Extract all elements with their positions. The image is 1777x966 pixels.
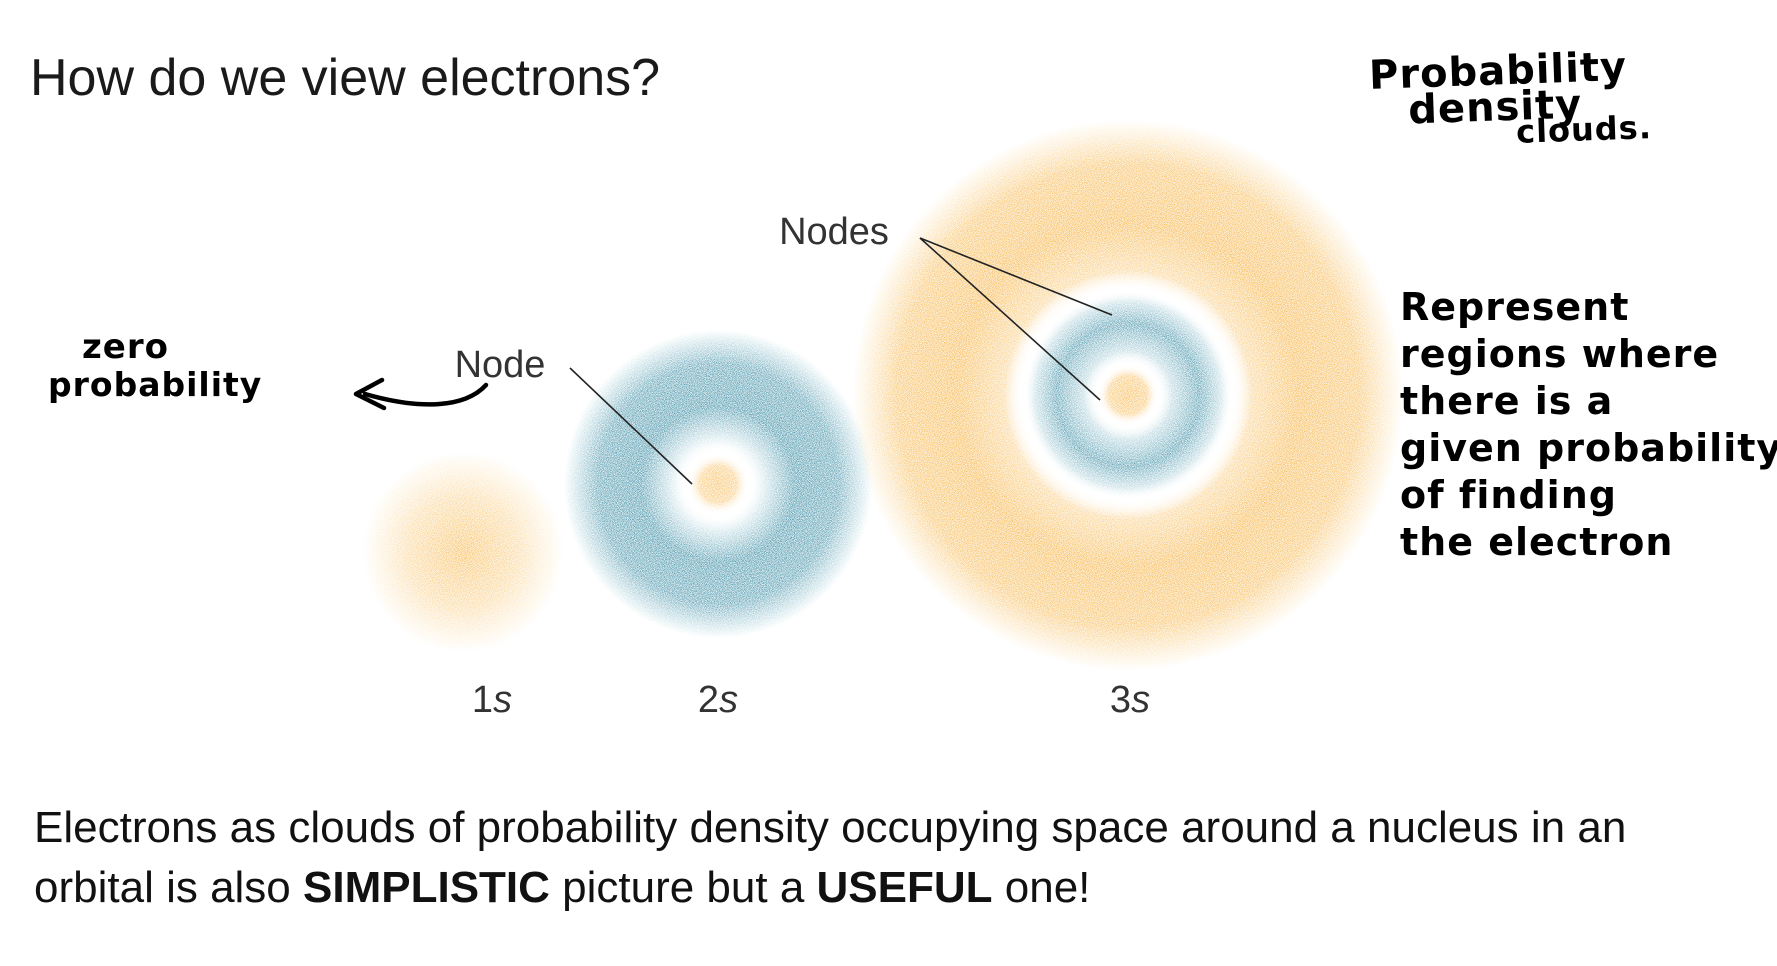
caption-emphasis-simplistic: SIMPLISTIC [303,863,550,912]
caption-text: Electrons as clouds of probability densi… [34,803,1627,912]
annotation-line: of finding [1400,473,1617,517]
annotation-represent-regions: Represent regions where there is a given… [1400,284,1777,566]
node-pointer [569,367,693,485]
orbital-2s [564,330,872,638]
caption-text: one! [992,863,1091,912]
label-2s: 2s [698,679,738,721]
caption-emphasis-useful: USEFUL [816,863,993,912]
arrow-left-icon [353,377,387,411]
annotation-line: given probability [1400,426,1777,470]
annotation-line: there is a [1400,379,1614,423]
node-label: Node [455,344,546,386]
annotation-line: clouds. [1515,108,1653,151]
caption-text: picture but a [549,863,817,912]
annotation-line: the electron [1400,520,1674,564]
annotation-line: zero [82,327,169,367]
nodes-pointer-inner [919,237,1101,401]
cloud-2s [564,330,872,638]
label-1s: 1s [472,679,512,721]
slide-title: How do we view electrons? [30,49,661,107]
annotation-probability-clouds: Probability density clouds. [1368,44,1653,154]
nodes-pointer-outer [919,237,1113,316]
slide-caption: Electrons as clouds of probability densi… [34,798,1754,918]
cloud-1s [363,452,563,652]
cloud-3s [853,120,1403,670]
annotation-line: regions where [1400,332,1720,376]
orbital-3s [853,120,1403,670]
orbital-1s [363,452,563,652]
label-3s: 3s [1110,679,1150,721]
annotation-line: probability [48,364,263,404]
annotation-line: Represent [1400,285,1630,329]
arrow-shaft [362,382,489,407]
nodes-label: Nodes [779,211,889,253]
annotation-zero-probability: zero probability [48,327,263,404]
